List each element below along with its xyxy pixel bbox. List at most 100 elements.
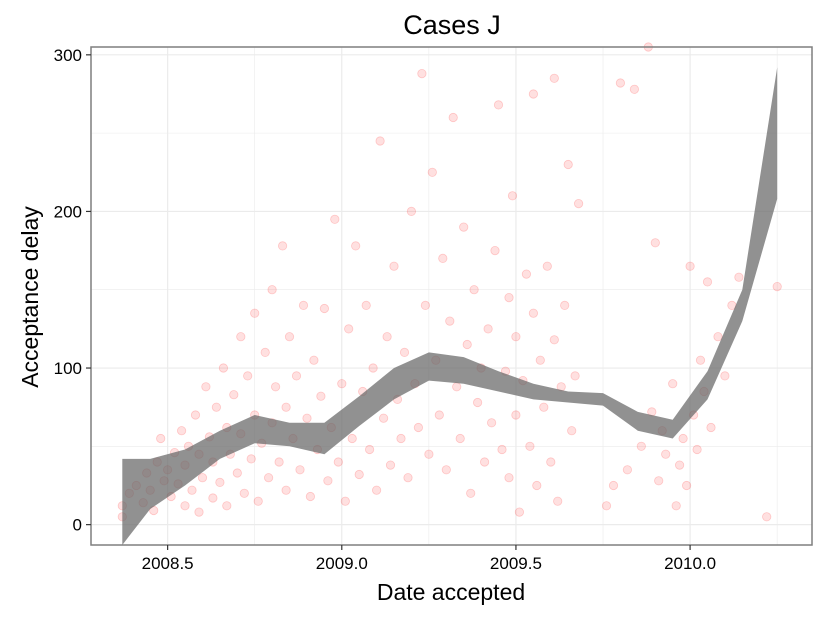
scatter-point [375, 136, 385, 146]
scatter-point [674, 460, 685, 470]
scatter-point [323, 476, 333, 486]
scatter-point [654, 476, 664, 486]
x-tick-label: 2008.5 [142, 554, 194, 573]
scatter-point [319, 303, 329, 314]
scatter-point [208, 493, 218, 503]
scatter-point [486, 418, 497, 428]
scatter-point [553, 496, 563, 506]
scatter-point [378, 413, 389, 423]
scatter-point [511, 332, 521, 342]
scatter-point [497, 444, 507, 455]
x-axis: 2008.5 2009.0 2009.5 2010.0 [142, 545, 716, 573]
scatter-point [344, 324, 354, 334]
scatter-point [532, 480, 542, 491]
scatter-point [351, 241, 361, 251]
scatter-point [479, 457, 490, 467]
scatter-point [263, 473, 274, 483]
scatter-point [734, 272, 744, 282]
scatter-point [406, 206, 416, 216]
scatter-point [636, 441, 646, 451]
scatter-point [211, 402, 221, 412]
scatter-point [608, 480, 619, 491]
scatter-point [459, 222, 469, 232]
scatter-point [535, 355, 545, 365]
scatter-point [309, 355, 319, 365]
scatter-point [549, 73, 559, 83]
scatter-point [452, 382, 462, 392]
scatter-point [695, 355, 706, 365]
scatter-point [305, 491, 315, 502]
scatter-point [466, 488, 476, 498]
scatter-point [434, 410, 444, 420]
scatter-points [117, 42, 782, 522]
scatter-point [441, 465, 451, 475]
scatter-point [549, 335, 559, 345]
scatter-point [445, 316, 455, 326]
scatter-point [504, 292, 514, 303]
scatter-point [546, 457, 556, 467]
scatter-point [493, 100, 504, 110]
y-axis: 0 100 200 300 [54, 46, 91, 535]
scatter-point [277, 241, 288, 251]
scatter-point [528, 308, 539, 318]
scatter-point [713, 332, 723, 342]
scatter-point [507, 191, 518, 201]
scatter-point [702, 277, 713, 287]
scatter-point [420, 300, 430, 310]
scatter-point [560, 300, 570, 310]
scatter-point [542, 261, 552, 271]
scatter-point [177, 426, 187, 436]
scatter-point [215, 477, 225, 487]
y-axis-title: Acceptance delay [17, 206, 43, 388]
scatter-point [218, 363, 228, 373]
scatter-point [661, 449, 671, 459]
scatter-point [424, 449, 434, 459]
x-tick-label: 2010.0 [664, 554, 716, 573]
scatter-point [681, 480, 692, 491]
scatter-point [573, 199, 584, 209]
scatter-point [222, 501, 232, 511]
scatter-point [361, 300, 371, 310]
chart-title: Cases J [403, 10, 501, 40]
scatter-point [462, 339, 472, 350]
scatter-point [469, 285, 479, 295]
scatter-point [250, 308, 260, 318]
scatter-point [490, 246, 500, 256]
scatter-point [678, 433, 688, 444]
scatter-point [337, 379, 347, 389]
scatter-point [685, 261, 695, 271]
scatter-point [330, 214, 340, 224]
x-axis-title: Date accepted [377, 579, 525, 605]
scatter-point [417, 69, 427, 79]
scatter-point [194, 507, 204, 517]
scatter-point [483, 324, 493, 334]
y-tick-label: 300 [54, 46, 82, 65]
scatter-point [563, 159, 573, 170]
scatter-point [298, 300, 309, 310]
scatter-point [514, 507, 525, 517]
scatter-point [511, 410, 521, 420]
scatter-point [385, 460, 396, 470]
scatter-point [622, 465, 633, 475]
scatter-point [720, 371, 730, 381]
panel-border [90, 46, 813, 546]
scatter-point [472, 397, 483, 408]
scatter-point [270, 382, 281, 392]
scatter-point [413, 422, 423, 433]
scatter-point [187, 485, 197, 495]
scatter-point [239, 488, 249, 498]
scatter-point [504, 473, 514, 483]
scatter-point [267, 285, 277, 295]
scatter-point [347, 433, 357, 444]
scatter-point [567, 426, 577, 436]
scatter-point [246, 454, 256, 464]
y-tick-label: 200 [54, 202, 82, 221]
scatter-point [772, 281, 782, 292]
scatter-point [438, 253, 448, 263]
scatter-point [539, 402, 549, 412]
scatter-point [762, 512, 772, 522]
scatter-point [295, 465, 305, 475]
scatter-point [364, 444, 375, 455]
scatter-point [180, 501, 190, 511]
smooth-confidence-band [122, 67, 778, 546]
